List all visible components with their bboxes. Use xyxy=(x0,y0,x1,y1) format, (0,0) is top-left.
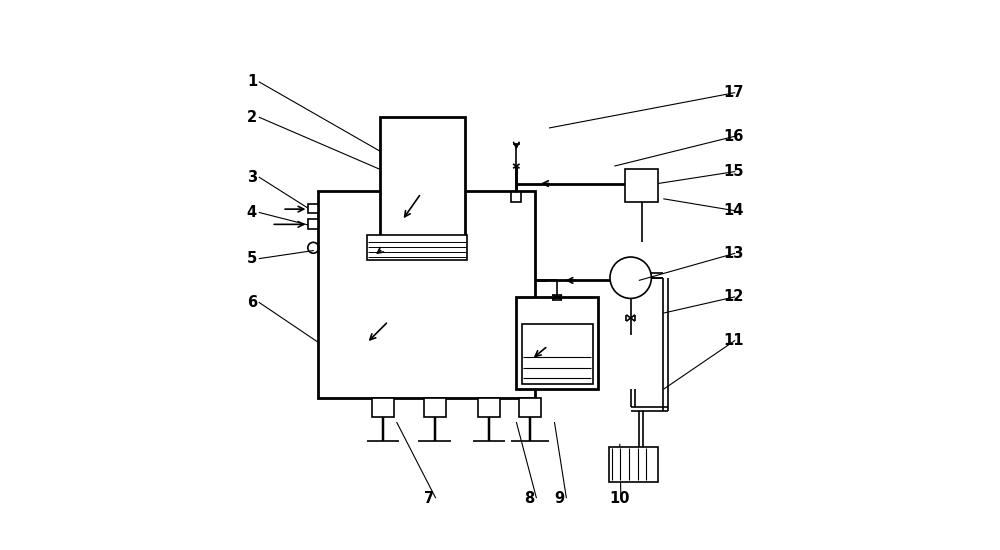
Text: 11: 11 xyxy=(723,333,744,348)
Text: 17: 17 xyxy=(723,85,744,100)
Bar xyxy=(516,297,598,389)
Bar xyxy=(308,219,318,229)
Text: 5: 5 xyxy=(247,251,257,266)
Bar xyxy=(519,398,541,416)
Text: 16: 16 xyxy=(723,129,744,144)
Bar xyxy=(424,398,446,416)
Text: 3: 3 xyxy=(247,169,257,184)
Bar xyxy=(372,398,394,416)
Text: 12: 12 xyxy=(723,289,744,304)
Bar xyxy=(308,204,318,213)
Bar xyxy=(609,447,658,482)
Text: 6: 6 xyxy=(247,295,257,310)
Bar xyxy=(625,169,658,201)
Text: 2: 2 xyxy=(247,109,257,125)
Text: 14: 14 xyxy=(723,204,744,218)
Text: 9: 9 xyxy=(554,491,565,505)
Text: 8: 8 xyxy=(524,491,535,505)
Bar xyxy=(380,117,465,250)
Text: 13: 13 xyxy=(723,246,744,261)
Text: 4: 4 xyxy=(247,205,257,220)
Bar xyxy=(367,235,467,260)
Text: 10: 10 xyxy=(609,491,629,505)
Bar xyxy=(522,324,593,384)
Bar xyxy=(478,398,500,416)
Text: 7: 7 xyxy=(424,491,434,505)
Text: 1: 1 xyxy=(247,74,257,89)
Text: 15: 15 xyxy=(723,164,744,179)
Bar xyxy=(318,191,535,398)
Bar xyxy=(511,192,521,201)
